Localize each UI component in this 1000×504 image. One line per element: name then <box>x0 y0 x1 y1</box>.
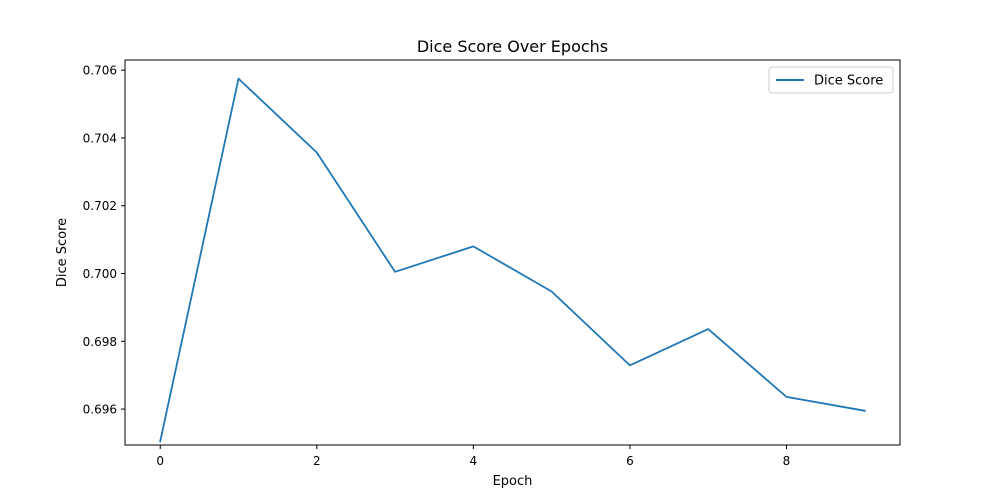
y-axis-ticks: 0.696 0.698 0.700 0.702 0.704 0.706 <box>83 64 125 417</box>
series-layer <box>159 77 866 443</box>
x-tick-label: 4 <box>470 454 478 468</box>
legend: Dice Score <box>768 66 894 94</box>
x-tick-label: 6 <box>626 454 634 468</box>
x-axis-label: Epoch <box>493 474 533 489</box>
x-axis-ticks: 0 2 4 6 8 <box>156 445 790 468</box>
chart-title: Dice Score Over Epochs <box>417 37 608 56</box>
x-tick-label: 0 <box>156 454 164 468</box>
y-tick-label: 0.696 <box>83 403 117 417</box>
y-tick-label: 0.698 <box>83 335 117 349</box>
x-tick-label: 2 <box>313 454 321 468</box>
legend-label: Dice Score <box>814 74 883 89</box>
y-axis-label: Dice Score <box>55 218 70 287</box>
y-tick-label: 0.702 <box>83 199 117 213</box>
series-line <box>159 77 866 443</box>
plot-area <box>124 59 901 446</box>
y-tick-label: 0.706 <box>83 64 117 78</box>
legend-box <box>768 66 894 94</box>
y-tick-label: 0.704 <box>83 131 117 145</box>
x-tick-label: 8 <box>783 454 791 468</box>
y-tick-label: 0.700 <box>83 267 117 281</box>
